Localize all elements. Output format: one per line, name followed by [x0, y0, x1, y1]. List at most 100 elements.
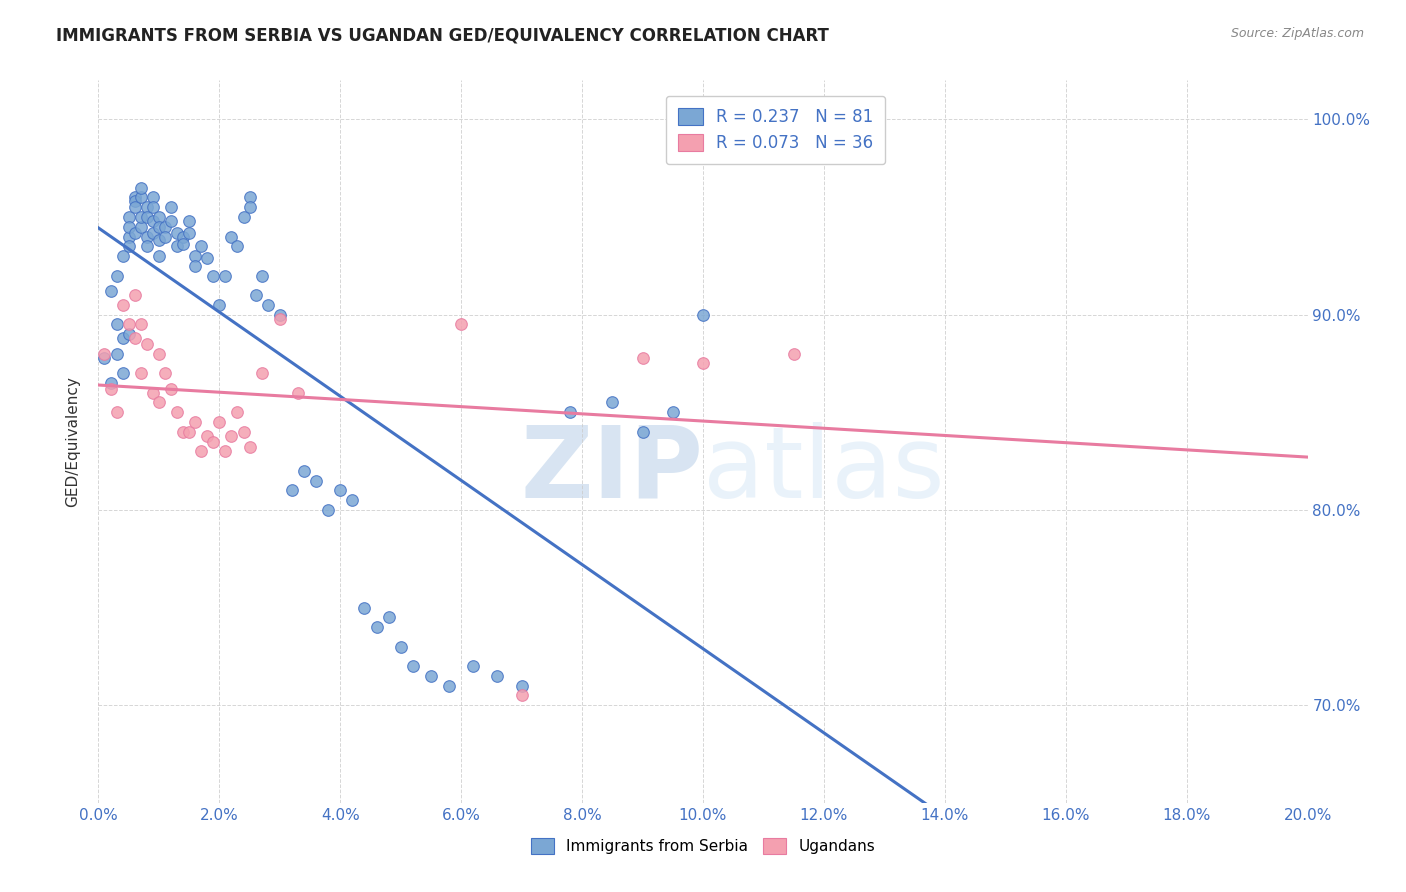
Point [148, 219, 170, 234]
Point [602, 395, 624, 409]
Legend: Immigrants from Serbia, Ugandans: Immigrants from Serbia, Ugandans [524, 832, 882, 860]
Point [184, 249, 207, 263]
Point [172, 237, 194, 252]
Point [389, 640, 412, 654]
Point [195, 251, 218, 265]
Point [692, 356, 714, 370]
Point [166, 226, 188, 240]
Point [129, 210, 152, 224]
Point [135, 239, 157, 253]
Point [142, 190, 165, 204]
Point [232, 210, 254, 224]
Point [105, 318, 128, 332]
Point [153, 219, 176, 234]
Point [118, 318, 141, 332]
Point [135, 200, 157, 214]
Point [124, 331, 146, 345]
Point [124, 288, 146, 302]
Point [124, 194, 146, 209]
Point [195, 428, 218, 442]
Point [226, 239, 249, 253]
Point [111, 331, 134, 345]
Point [93, 351, 115, 365]
Point [135, 210, 157, 224]
Point [142, 385, 165, 400]
Point [142, 214, 165, 228]
Point [135, 337, 157, 351]
Text: IMMIGRANTS FROM SERBIA VS UGANDAN GED/EQUIVALENCY CORRELATION CHART: IMMIGRANTS FROM SERBIA VS UGANDAN GED/EQ… [56, 27, 830, 45]
Point [305, 474, 328, 488]
Point [129, 366, 152, 380]
Point [281, 483, 304, 498]
Point [214, 444, 236, 458]
Point [450, 318, 472, 332]
Point [118, 219, 141, 234]
Point [221, 428, 243, 442]
Point [105, 405, 128, 419]
Point [239, 200, 262, 214]
Point [153, 366, 176, 380]
Point [111, 249, 134, 263]
Point [342, 493, 364, 508]
Text: Source: ZipAtlas.com: Source: ZipAtlas.com [1230, 27, 1364, 40]
Point [100, 382, 122, 396]
Point [172, 229, 194, 244]
Point [377, 610, 399, 624]
Point [105, 268, 128, 283]
Point [783, 346, 806, 360]
Point [93, 346, 115, 360]
Point [148, 346, 170, 360]
Point [142, 200, 165, 214]
Point [190, 239, 212, 253]
Text: atlas: atlas [703, 422, 945, 519]
Point [402, 659, 425, 673]
Point [148, 234, 170, 248]
Point [329, 483, 352, 498]
Point [245, 288, 267, 302]
Point [510, 679, 533, 693]
Point [269, 311, 291, 326]
Point [353, 600, 375, 615]
Point [111, 298, 134, 312]
Point [100, 376, 122, 390]
Point [179, 226, 201, 240]
Point [631, 351, 654, 365]
Point [366, 620, 388, 634]
Point [172, 425, 194, 439]
Point [166, 239, 188, 253]
Point [292, 464, 315, 478]
Point [118, 327, 141, 342]
Point [239, 441, 262, 455]
Point [118, 239, 141, 253]
Point [208, 415, 231, 429]
Point [226, 405, 249, 419]
Point [316, 503, 339, 517]
Point [179, 214, 201, 228]
Point [153, 229, 176, 244]
Point [160, 214, 183, 228]
Point [129, 190, 152, 204]
Text: ZIP: ZIP [520, 422, 703, 519]
Point [124, 190, 146, 204]
Point [148, 210, 170, 224]
Point [202, 268, 225, 283]
Point [214, 268, 236, 283]
Point [105, 346, 128, 360]
Point [250, 268, 273, 283]
Point [558, 405, 581, 419]
Point [221, 229, 243, 244]
Point [129, 180, 152, 194]
Point [437, 679, 460, 693]
Point [135, 229, 157, 244]
Point [142, 226, 165, 240]
Point [256, 298, 278, 312]
Point [661, 405, 683, 419]
Point [129, 318, 152, 332]
Point [232, 425, 254, 439]
Point [190, 444, 212, 458]
Point [129, 219, 152, 234]
Point [148, 249, 170, 263]
Point [100, 284, 122, 298]
Point [124, 226, 146, 240]
Point [111, 366, 134, 380]
